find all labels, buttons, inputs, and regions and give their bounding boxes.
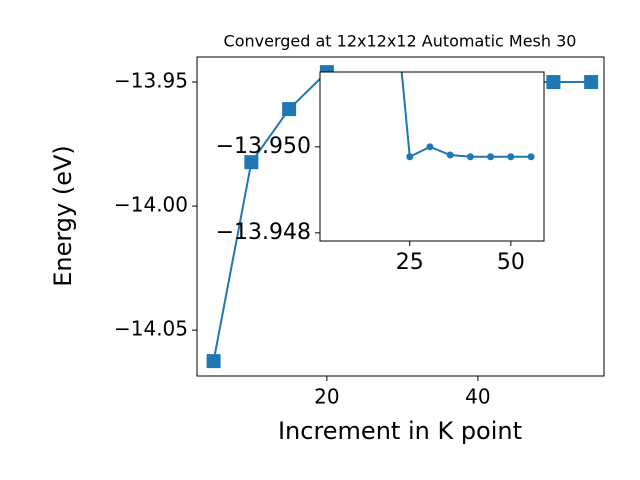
x-axis-label: Increment in K point	[278, 417, 522, 445]
marker	[466, 153, 474, 161]
marker	[584, 75, 599, 90]
x-tick-label: 25	[396, 250, 424, 275]
marker	[546, 75, 561, 90]
x-tick-label: 50	[497, 250, 525, 275]
y-tick-label: −13.95	[114, 69, 188, 93]
y-tick-label: −13.948	[216, 220, 311, 245]
y-tick-label: −13.950	[216, 134, 311, 159]
axes-frame	[319, 71, 545, 242]
marker	[426, 143, 434, 151]
marker	[244, 155, 259, 170]
marker	[507, 153, 515, 161]
marker	[527, 153, 535, 161]
marker	[406, 153, 414, 161]
x-tick-label: 40	[465, 385, 490, 409]
marker	[206, 354, 221, 369]
y-tick-label: −14.05	[114, 317, 188, 341]
marker	[487, 153, 495, 161]
chart-title: Converged at 12x12x12 Automatic Mesh 30	[224, 32, 577, 51]
axes-frame	[196, 56, 605, 377]
marker	[446, 151, 454, 159]
marker	[282, 102, 297, 117]
x-tick-label: 20	[314, 385, 339, 409]
y-tick-label: −14.00	[114, 193, 188, 217]
y-axis-label: Energy (eV)	[49, 145, 77, 287]
